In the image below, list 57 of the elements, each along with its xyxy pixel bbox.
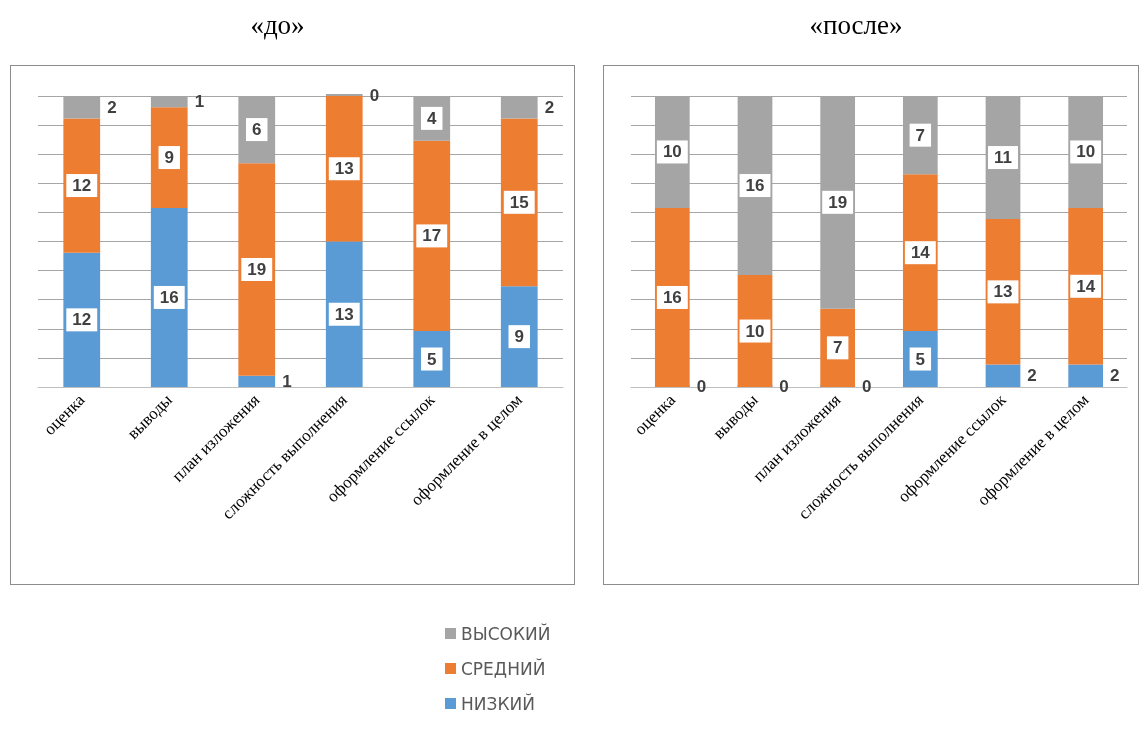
bar [902, 174, 938, 332]
data-label: 2 [1110, 366, 1120, 386]
data-label: 19 [828, 192, 848, 212]
legend-label: ВЫСОКИЙ [461, 622, 551, 644]
data-label: 13 [993, 282, 1013, 302]
data-label: 13 [334, 304, 354, 324]
data-label: 10 [745, 321, 765, 341]
bar [500, 118, 538, 287]
data-label: 5 [915, 349, 926, 369]
bar [63, 118, 101, 253]
data-label: 2 [1027, 366, 1037, 386]
data-label: 4 [427, 108, 438, 128]
data-label: 14 [910, 243, 931, 263]
data-label: 7 [832, 338, 843, 358]
data-label: 13 [334, 159, 354, 179]
bar [500, 286, 538, 387]
data-label: 10 [1076, 142, 1096, 162]
bar [1068, 364, 1104, 387]
bar [238, 375, 276, 387]
data-label: 15 [509, 192, 529, 212]
data-label: 5 [427, 349, 437, 369]
bar [325, 241, 363, 387]
data-label: 1 [194, 92, 205, 112]
bar [413, 140, 451, 332]
data-label: 6 [252, 120, 262, 140]
bar [63, 252, 101, 387]
data-label: 10 [662, 142, 682, 162]
data-label: 0 [779, 376, 789, 396]
data-label: 11 [994, 148, 1012, 168]
data-label: 12 [72, 310, 92, 330]
bar [238, 163, 276, 376]
data-label: 16 [159, 287, 179, 307]
data-label: 17 [422, 226, 442, 246]
data-label: 2 [107, 97, 117, 117]
data-label: 9 [164, 148, 174, 168]
legend-label: НИЗКИЙ [461, 692, 535, 714]
data-label: 16 [745, 176, 765, 196]
data-label: 2 [544, 97, 555, 117]
data-label: 9 [514, 327, 524, 347]
legend-label: СРЕДНИЙ [461, 657, 546, 679]
chart-title: «после» [809, 9, 903, 40]
data-label: 16 [662, 287, 682, 307]
data-label: 14 [1076, 276, 1096, 296]
bar [150, 207, 188, 387]
data-label: 0 [369, 85, 380, 105]
data-label: 12 [72, 176, 92, 196]
chart-title: «до» [250, 9, 305, 40]
bar [1068, 207, 1104, 365]
data-label: 19 [247, 259, 267, 279]
data-label: 0 [696, 376, 707, 396]
data-label: 7 [915, 125, 926, 145]
bar [985, 364, 1021, 387]
bar [325, 96, 363, 242]
bar [654, 207, 690, 387]
bar [150, 107, 188, 208]
data-label: 1 [282, 371, 292, 391]
data-label: 0 [862, 376, 872, 396]
